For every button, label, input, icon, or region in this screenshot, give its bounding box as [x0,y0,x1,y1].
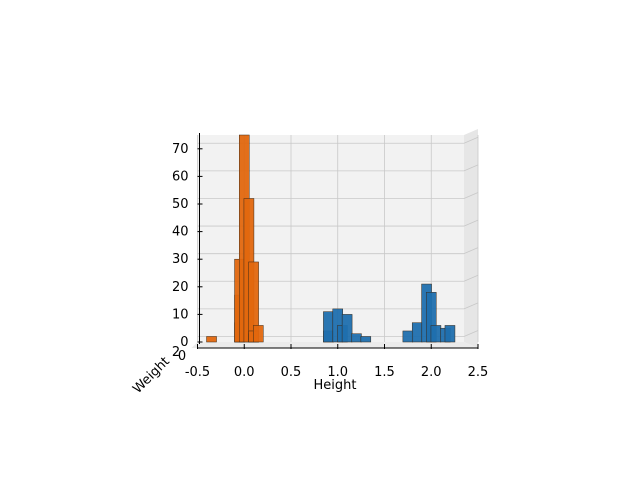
bar [351,333,362,343]
z-tick-label: 60 [172,169,189,184]
grid-line-side [463,302,479,310]
x-tick-label: 1.0 [327,365,348,380]
bar [323,311,334,343]
bar [444,325,456,343]
y-tick-label: 0 [178,349,186,364]
bar [253,325,264,343]
bar [402,330,414,343]
x-axis-label: Height [314,378,357,393]
grid-line-side [463,192,479,199]
z-tick-label: 50 [172,197,189,212]
y-tick-label: 2 [172,345,180,360]
bar [206,336,217,343]
bars [206,134,456,343]
y-axis-label: Weight [130,354,173,397]
bar [430,325,442,343]
x-tick-label: 2.0 [421,365,442,380]
grid-line-side [463,247,479,255]
bar [360,336,372,343]
grid-line-side [463,330,479,337]
x-tick-label: -0.5 [185,365,210,380]
x-tick-label: 1.5 [374,365,395,380]
z-tick-label: 20 [172,280,189,295]
z-tick-label: 10 [172,307,189,322]
grid-line-side [463,136,479,144]
z-tick-label: 40 [172,225,189,240]
grid-line-side [463,164,479,172]
z-tick-label: 70 [172,142,189,157]
side-pane [464,129,478,348]
floor-pane [191,342,478,348]
x-tick-label: 0.0 [234,365,255,380]
bar [341,314,353,343]
tick-labels: 0 10 20 30 40 50 60 70 -0.5 0.0 0.5 1.0 1.5 2.0 2.5 20 [172,142,488,380]
z-tick-label: 30 [172,252,189,267]
z-tick-label: 0 [180,335,188,350]
grid-line-side [463,219,479,227]
grid-line-side [463,274,479,282]
x-tick-label: 2.5 [468,365,489,380]
x-tick-label: 0.5 [281,365,302,380]
axes [197,133,479,349]
bar [411,322,423,343]
